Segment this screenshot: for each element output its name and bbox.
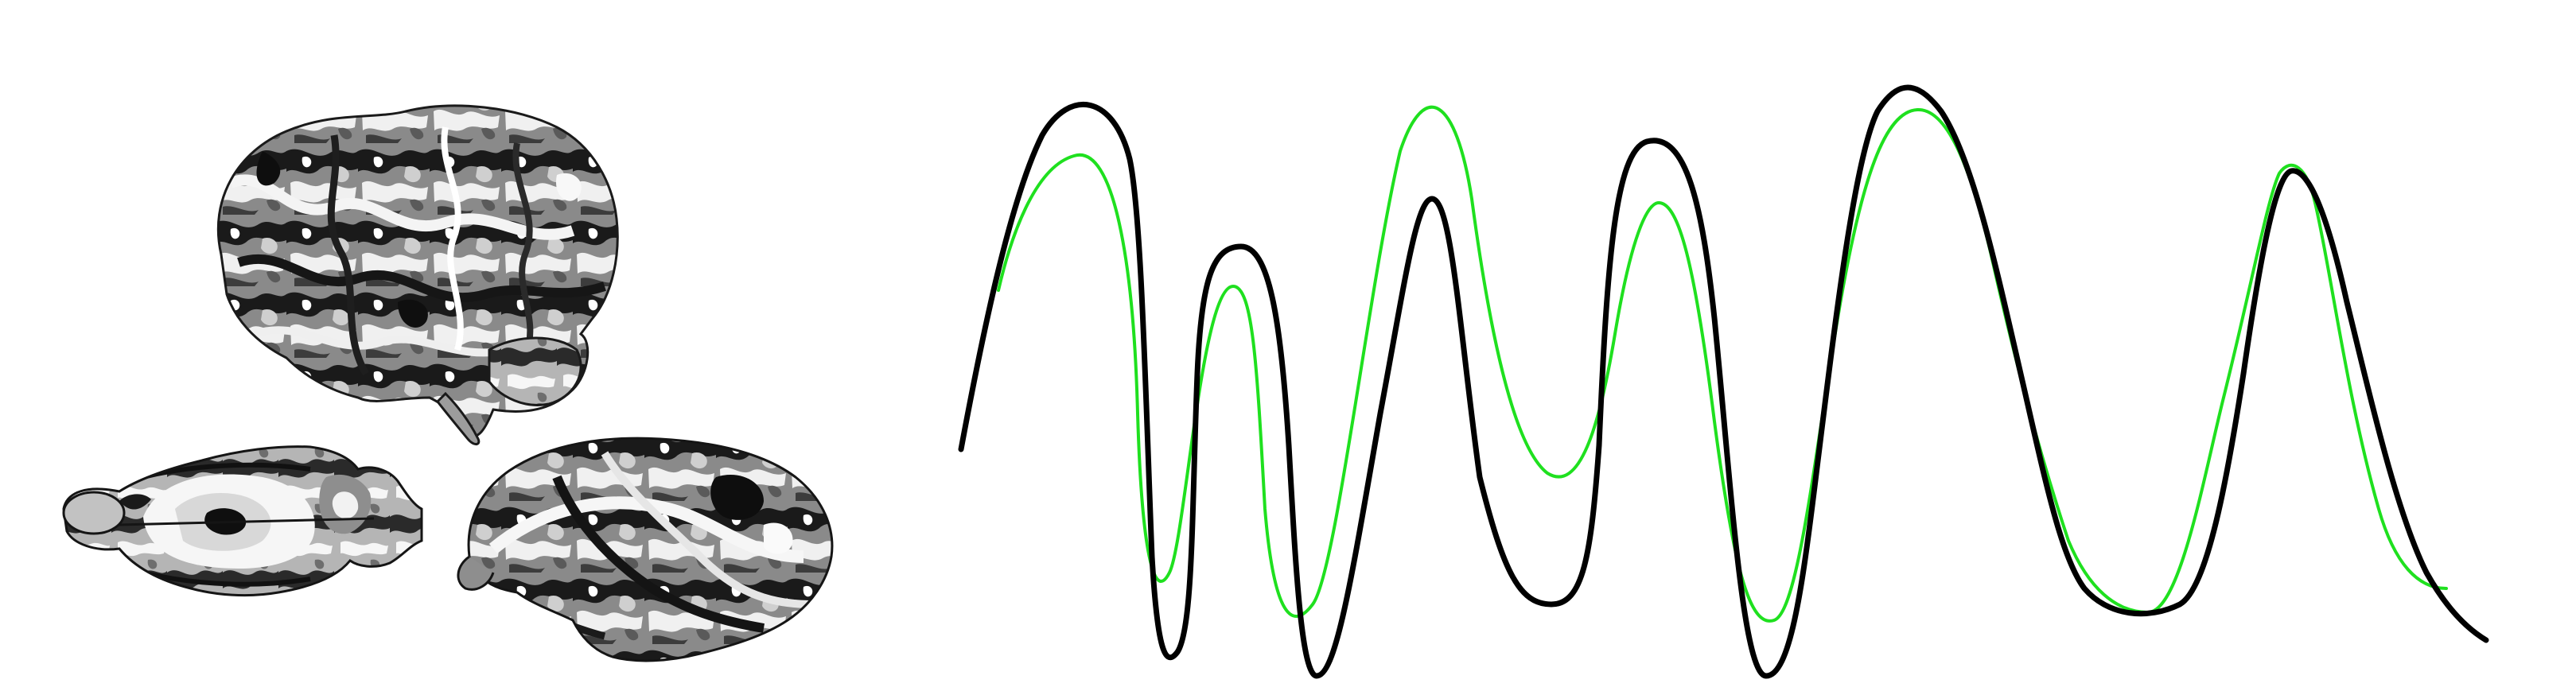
black-signal-trace xyxy=(958,84,2489,679)
rodent-olfactory-bulb xyxy=(62,491,126,535)
macaque-temporal-stem xyxy=(457,555,495,591)
human-brainstem xyxy=(436,391,481,445)
human-cerebellum xyxy=(488,336,582,406)
rodent-midline xyxy=(119,517,375,526)
green-signal-trace xyxy=(997,105,2448,623)
rodent-brain-dorsal xyxy=(62,445,423,597)
macaque-brain-lateral xyxy=(457,437,834,662)
signal-traces xyxy=(958,84,2489,679)
human-brain-lateral xyxy=(216,104,619,445)
